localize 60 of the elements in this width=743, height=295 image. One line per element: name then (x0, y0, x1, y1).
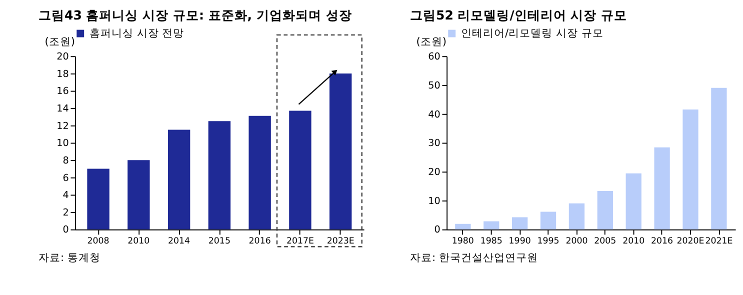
y-tick-label: 10 (56, 138, 69, 150)
bar (248, 116, 271, 230)
y-tick-label: 8 (62, 155, 69, 166)
x-tick-label: 2021E (705, 236, 733, 246)
y-tick-label: 2 (62, 207, 69, 218)
x-tick-label: 1980 (452, 236, 474, 246)
bar (682, 110, 698, 230)
x-tick-label: 2000 (566, 236, 588, 246)
bar (711, 88, 727, 230)
x-tick-label: 2010 (128, 236, 150, 246)
text: 자료: 통계청 (38, 252, 100, 264)
x-tick-label: 1985 (480, 236, 502, 246)
chart-title: 그림43 홈퍼니싱 시장 규모: 표준화, 기업화되며 성장 (38, 8, 352, 23)
bar (168, 130, 190, 230)
bar (512, 217, 528, 230)
bar (484, 221, 500, 230)
y-tick-label: 0 (434, 224, 440, 236)
x-tick-label: 2020E (676, 236, 704, 246)
x-tick-label: 1990 (508, 236, 531, 246)
y-tick-label: 4 (62, 190, 69, 202)
bar (208, 121, 231, 230)
x-tick-label: 2016 (651, 236, 674, 246)
bar (597, 190, 613, 230)
text: 자료: 한국건설산업연구원 (410, 252, 538, 264)
y-tick-label: 18 (56, 68, 69, 80)
y-tick-label: 20 (428, 166, 440, 178)
y-tick-label: 10 (428, 196, 440, 207)
chart-title: 그림52 리모델링/인테리어 시장 규모 (410, 8, 628, 23)
y-tick-label: 6 (62, 172, 69, 184)
bar (540, 212, 556, 230)
y-tick-label: 16 (56, 86, 69, 98)
x-tick-label: 2016 (248, 236, 271, 246)
y-tick-label: 50 (428, 80, 440, 92)
legend-label: 홈퍼니싱 시장 전망 (90, 27, 184, 40)
y-tick-label: 20 (56, 52, 69, 63)
y-tick-label: 30 (428, 138, 440, 150)
bar (329, 73, 352, 230)
y-tick-label: 60 (428, 52, 440, 63)
legend-label: 인테리어/리모델링 시장 규모 (461, 27, 604, 40)
x-tick-label: 2010 (622, 236, 645, 246)
bar (289, 110, 312, 230)
bar (654, 147, 670, 230)
y-axis-title: (조원) (416, 36, 447, 48)
x-tick-label: 1995 (537, 236, 560, 246)
bar (128, 160, 150, 230)
bar (568, 203, 585, 230)
y-tick-label: 40 (428, 109, 440, 120)
x-tick-label: 2005 (594, 236, 616, 246)
y-tick-label: 12 (56, 120, 69, 132)
y-tick-label: 0 (62, 224, 69, 236)
x-tick-label: 2008 (87, 236, 110, 246)
y-axis-title: (조원) (44, 36, 76, 48)
x-tick-label: 2014 (168, 236, 191, 246)
bar (455, 224, 471, 230)
bar (626, 173, 642, 230)
x-tick-label: 2017E (286, 236, 314, 246)
y-tick-label: 14 (56, 103, 69, 114)
x-tick-label: 2023E (326, 236, 354, 246)
x-tick-label: 2015 (208, 236, 230, 246)
bar (87, 168, 110, 230)
